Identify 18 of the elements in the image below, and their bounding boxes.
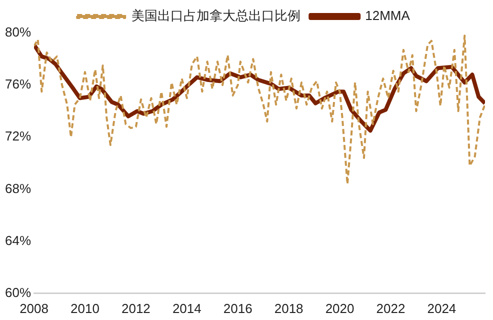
x-tick-label: 2024 bbox=[427, 300, 456, 316]
x-tick-label: 2020 bbox=[325, 300, 354, 316]
y-tick-label: 80% bbox=[4, 24, 32, 40]
y-tick-label: 60% bbox=[4, 284, 32, 300]
legend-label: 美国出口占加拿大总出口比例 bbox=[132, 8, 301, 24]
x-tick-label: 2022 bbox=[376, 300, 406, 316]
x-tick-label: 2012 bbox=[121, 300, 150, 316]
y-tick-label: 72% bbox=[4, 128, 32, 144]
y-tick-label: 64% bbox=[4, 232, 32, 248]
x-tick-label: 2014 bbox=[172, 300, 202, 316]
y-tick-label: 76% bbox=[4, 76, 32, 92]
x-tick-label: 2018 bbox=[274, 300, 304, 316]
line-series bbox=[34, 34, 485, 186]
legend-label: 12MMA bbox=[365, 8, 410, 24]
x-tick-label: 2016 bbox=[223, 300, 252, 316]
y-tick-label: 68% bbox=[4, 180, 32, 196]
x-tick-label: 2008 bbox=[20, 300, 48, 316]
x-tick-label: 2010 bbox=[70, 300, 100, 316]
